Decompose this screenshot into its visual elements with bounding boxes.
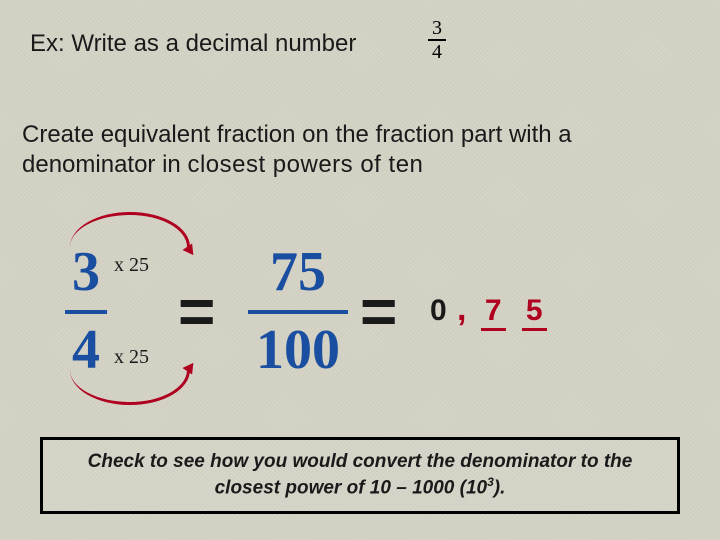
worked-example: 3 x 25 4 x 25 = 75 100 = 0 , 7 5	[60, 240, 660, 420]
footer-text-a: Check to see how you would convert the d…	[88, 451, 633, 498]
arrow-bottom-icon	[182, 363, 197, 377]
instruction-text-b: closest powers of ten	[187, 151, 423, 178]
equals-2: =	[360, 274, 397, 348]
footer-superscript: 3	[487, 475, 494, 489]
right-fraction-numerator: 75	[238, 240, 358, 304]
inline-fraction-numerator: 3	[428, 18, 446, 38]
decimal-result: 0 , 7 5	[430, 290, 551, 331]
decimal-whole: 0	[430, 294, 447, 327]
footer-note: Check to see how you would convert the d…	[40, 437, 680, 514]
inline-fraction-denominator: 4	[428, 42, 446, 62]
multiplier-top: x 25	[114, 254, 149, 277]
example-prompt: Ex: Write as a decimal number	[30, 30, 356, 58]
inline-fraction: 3 4	[428, 18, 446, 62]
right-fraction: 75 100	[238, 240, 358, 400]
left-fraction: 3 x 25 4 x 25	[60, 240, 170, 400]
instruction-text: Create equivalent fraction on the fracti…	[22, 120, 698, 180]
decimal-digit-1: 7	[481, 294, 506, 331]
left-fraction-numerator: 3	[72, 240, 100, 304]
right-fraction-denominator: 100	[238, 318, 358, 382]
right-fraction-bar	[248, 310, 348, 314]
left-fraction-bar	[65, 310, 107, 314]
arrow-top-icon	[182, 241, 197, 255]
equals-1: =	[178, 274, 215, 348]
multiplier-bottom: x 25	[114, 346, 149, 369]
footer-text-b: ).	[494, 477, 506, 498]
decimal-separator: ,	[455, 290, 468, 328]
decimal-digit-2: 5	[522, 294, 547, 331]
